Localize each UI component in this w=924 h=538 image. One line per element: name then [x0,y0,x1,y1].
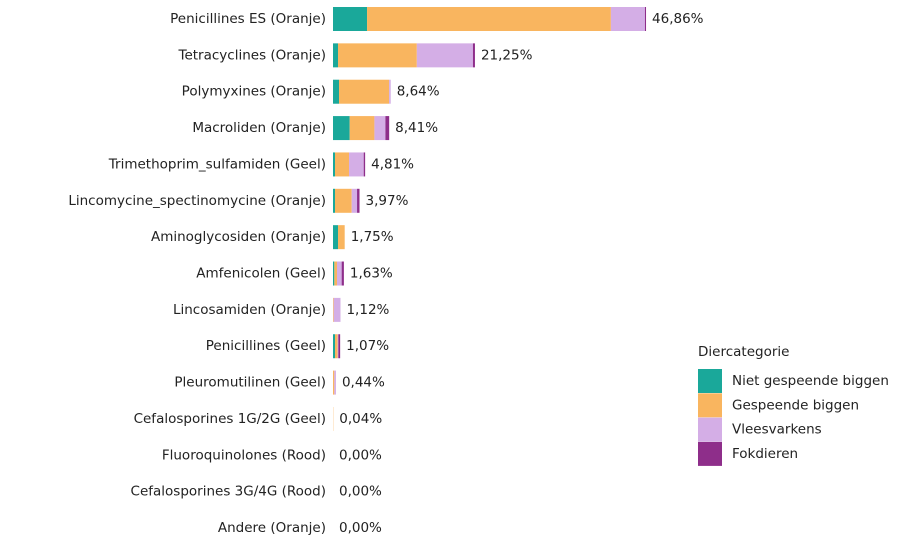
bar-segment [333,43,339,68]
bar-segment [333,79,340,104]
total-label: 1,12% [346,302,389,318]
bar-segment [337,334,339,359]
total-label: 8,64% [397,84,440,100]
bar-segment [389,79,391,104]
total-label: 3,97% [366,193,409,209]
bar-segment [338,334,341,359]
total-label: 0,04% [339,411,382,427]
legend-label: Vleesvarkens [732,422,822,438]
legend-label: Niet gespeende biggen [732,373,889,389]
bar-segment [610,7,645,31]
bar-segment [335,334,338,359]
category-label: Lincosamiden (Oranje) [173,302,326,318]
bar-segment [334,370,336,395]
category-label: Pleuromutilinen (Geel) [174,375,326,391]
total-label: 21,25% [481,47,533,63]
total-label: 1,63% [350,266,393,282]
category-label: Fluoroquinolones (Rood) [162,447,326,463]
bar-segment [351,188,358,213]
category-label: Cefalosporines 1G/2G (Geel) [134,411,326,427]
category-label: Aminoglycosiden (Oranje) [151,229,326,245]
bar-segment [385,116,390,141]
bar-segment [374,116,386,141]
total-label: 1,07% [346,338,389,354]
bar-segment [349,116,375,141]
bar-segment [333,116,350,141]
bar-segment [337,261,342,286]
total-label: 8,41% [395,120,438,136]
total-label: 0,44% [342,375,385,391]
total-label: 46,86% [652,11,704,27]
total-label: 0,00% [339,447,382,463]
bar-segment [333,225,339,250]
bar-segment [333,152,336,177]
bar-segment [334,261,338,286]
total-label: 0,00% [339,520,382,536]
legend-swatch [698,417,722,442]
bar-segment [338,43,417,68]
bar-segment [333,188,336,213]
bar-segment [333,297,341,322]
bar-segment [367,7,611,31]
bar-segment [339,79,390,104]
category-label: Macroliden (Oranje) [192,120,326,136]
total-label: 0,00% [339,484,382,500]
total-label: 4,81% [371,156,414,172]
category-label: Penicillines (Geel) [206,338,326,354]
bar-segment [416,43,473,68]
bar-segment [349,152,364,177]
bar-segment [341,261,344,286]
legend-title: Diercategorie [698,344,789,360]
bar-segment [333,370,335,395]
bar-segment [333,334,336,359]
category-label: Trimethoprim_sulfamiden (Geel) [108,156,326,172]
bar-segment [472,43,475,68]
legend-label: Gespeende biggen [732,397,859,413]
category-label: Polymyxines (Oranje) [182,84,326,100]
category-label: Andere (Oranje) [218,520,326,536]
legend-swatch [698,393,722,418]
legend-swatch [698,441,722,466]
bar-segment [644,7,647,31]
bar-segment [357,188,360,213]
bar-segment [335,188,352,213]
legend-label: Fokdieren [732,446,798,462]
category-label: Tetracyclines (Oranje) [178,47,327,63]
category-label: Lincomycine_spectinomycine (Oranje) [68,193,326,209]
category-label: Cefalosporines 3G/4G (Rood) [131,484,326,500]
bar-segment [333,261,335,286]
bar-segment [335,152,350,177]
bar-segment [333,7,368,31]
bar-segment [333,297,334,322]
category-label: Amfenicolen (Geel) [196,266,326,282]
total-label: 1,75% [351,229,394,245]
category-label: Penicillines ES (Oranje) [170,11,326,27]
legend-swatch [698,369,722,393]
bar-segment [338,225,345,250]
bar-segment [363,152,366,177]
